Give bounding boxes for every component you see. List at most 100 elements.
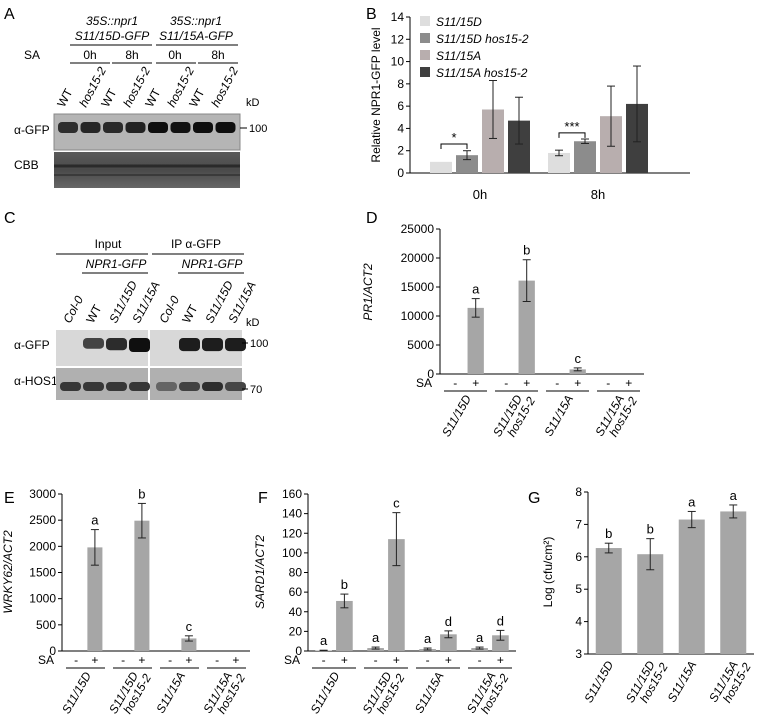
lane-label: WT [98,86,119,110]
genotype-label: S11/15D [59,669,94,716]
lane-label: WT [54,86,75,110]
blot-c: Input IP α-GFP NPR1-GFP NPR1-GFP Col-0WT… [14,237,268,400]
bar [720,511,747,654]
significance-mark: * [451,130,456,145]
y-tick-label: 12 [391,32,405,46]
y-tick-label: 0 [397,166,404,180]
y-tick-label: 0 [295,644,302,658]
y-tick-label: 2 [397,144,404,158]
y-tick-label: 25000 [401,222,435,236]
ip-label: IP α-GFP [171,237,221,251]
sa-treatment-mark: - [215,653,219,667]
genotype-label: S11/15A [665,659,700,705]
gfp-band [170,122,191,133]
bar [467,307,484,374]
gfp-band [125,122,146,133]
input-label: Input [95,237,122,251]
y-tick-label: 7 [575,517,582,531]
lane-labels: WT hos15-2WT hos15-2WT hos15-2WT hos15-2 [54,64,241,109]
y-tick-label: 500 [36,618,56,632]
bar [508,120,530,173]
y-axis-label: SARD1/ACT2 [253,535,267,609]
construct-d-line2: S11/15D-GFP [75,29,149,43]
y-tick-label: 0 [49,644,56,658]
sa-label: SA [38,653,54,667]
kd-label: kD [246,97,260,109]
gfp-bands [58,122,236,133]
bar [134,520,150,651]
gfp-band [225,338,246,352]
sa-treatment-mark: + [445,653,452,667]
significance-letter: a [688,494,696,509]
legend-label: S11/15A hos15-2 [436,66,528,80]
gfp-band [80,122,101,133]
y-tick-label: 0 [427,367,434,381]
lane-label: WT [142,86,163,110]
significance-letter: a [476,630,484,645]
y-tick-label: 3000 [29,487,56,501]
genotype-label: S11/15A [153,670,188,716]
y-tick-label: 2500 [29,513,56,527]
y-axis-label: WRKY62/ACT2 [1,530,15,614]
sa-treatment-mark: + [138,653,145,667]
y-tick-label: 60 [289,585,303,599]
legend-label: S11/15D [436,15,482,29]
y-tick-label: 10000 [401,309,435,323]
significance-letter: a [91,513,99,528]
bar [574,141,596,173]
sa-treatment-mark: + [91,653,98,667]
bar [569,369,586,374]
chart-d: PR1/ACT2 0 5000 10000 15000 20000 25000 - a + - b +… [361,222,644,439]
hos15-band [225,382,246,391]
cbb-row-label: CBB [14,158,39,172]
bar [595,548,622,654]
y-tick-label: 140 [282,507,302,521]
sa-treatment-mark: - [74,653,78,667]
gfp-row-label: α-GFP [14,123,50,137]
y-tick-label: 5000 [407,338,434,352]
gfp-row-label: α-GFP [14,338,50,352]
sa-treatment-mark: + [393,653,400,667]
gfp-band [193,122,213,133]
y-tick-label: 6 [575,550,582,564]
y-tick-label: 10 [391,55,405,69]
significance-letter: a [424,631,432,646]
significance-letter: d [445,614,452,629]
gfp-band [202,338,223,352]
significance-letter: a [320,633,328,648]
chart-g: Log (cfu/cm²) 345678bS11/15DbS11/15Dhos1… [541,485,754,705]
legend-swatch [420,16,430,26]
sa-treatment-mark: - [121,653,125,667]
panel-letter-a: A [4,6,15,23]
lane-label: hos15-2 [208,64,241,109]
x-category-label: 8h [591,187,605,202]
genotype-label: S11/15A [541,393,576,439]
chart-f: SARD1/ACT2 0 20 40 60 80 100 120 140 160 a - b + a - c +… [253,487,516,716]
genotype-label: S11/15D [581,658,616,705]
marker-100: 100 [249,123,267,135]
sa-treatment-mark: - [322,653,326,667]
panel-letter-d: D [366,210,378,227]
sa-treatment-mark: - [555,376,559,390]
panel-letter-b: B [366,6,377,23]
genotype-label: S11/15A [412,670,447,716]
marker-70: 70 [250,384,262,396]
significance-letter: b [138,486,145,501]
hos15-band [106,382,127,391]
bar [548,152,570,173]
bands [60,338,246,391]
construct-a-line1: 35S::npr1 [170,14,222,28]
bar [336,600,353,651]
significance-letter: c [393,496,400,511]
sa-treatment-mark: - [606,376,610,390]
sa-label: SA [284,653,300,667]
hos15-band [129,382,150,391]
gfp-band [148,122,168,133]
significance-letter: d [497,613,504,628]
sa-treatment-mark: - [478,653,482,667]
y-tick-label: 4 [397,121,404,135]
legend-label: S11/15D hos15-2 [436,32,529,46]
construct-a-line2: S11/15A-GFP [159,29,233,43]
bar [678,519,705,654]
legend-swatch [420,67,430,77]
